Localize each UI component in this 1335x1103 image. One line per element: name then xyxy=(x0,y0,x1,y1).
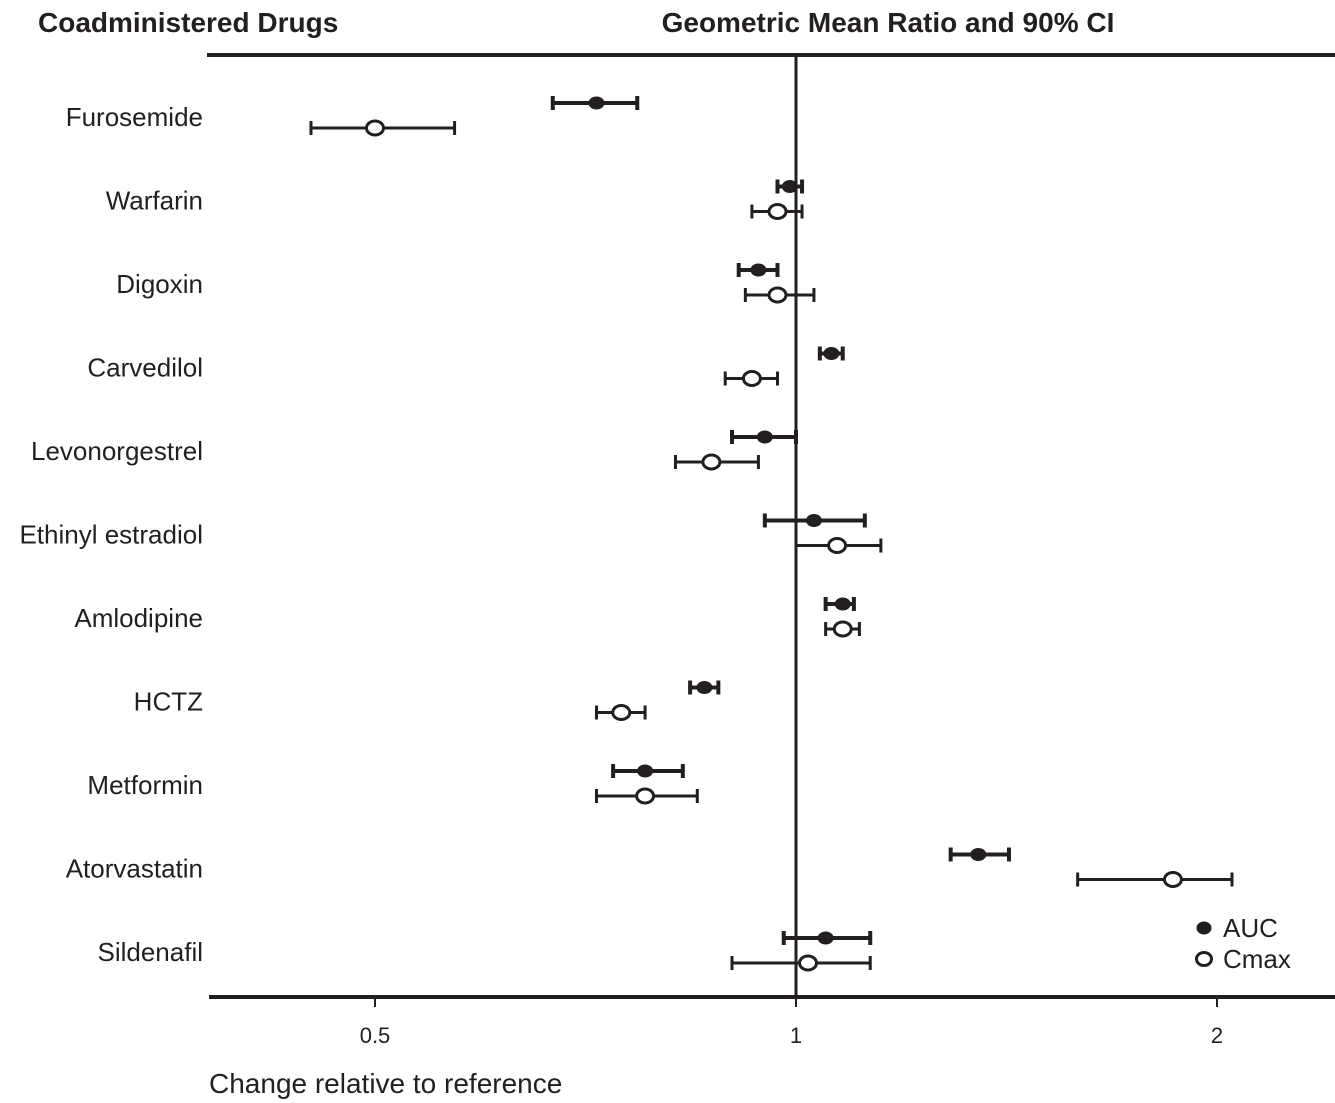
x-axis-label: Change relative to reference xyxy=(209,1068,562,1099)
x-tick-label: 2 xyxy=(1211,1023,1223,1048)
drugs-column-header: Coadministered Drugs xyxy=(38,7,338,38)
auc-point xyxy=(805,514,822,527)
cmax-point xyxy=(798,954,819,972)
auc-point xyxy=(588,96,605,110)
drug-label: HCTZ xyxy=(134,687,203,717)
cmax-point xyxy=(635,787,656,805)
drug-label: Ethinyl estradiol xyxy=(19,520,203,550)
auc-point xyxy=(781,180,798,193)
legend-cmax-label: Cmax xyxy=(1223,944,1291,974)
auc-point xyxy=(834,597,851,611)
auc-point xyxy=(637,764,654,778)
cmax-point xyxy=(741,370,762,387)
drug-label: Warfarin xyxy=(106,186,203,216)
cmax-point xyxy=(611,704,632,721)
auc-point xyxy=(817,931,834,945)
drug-label: Metformin xyxy=(87,770,203,800)
auc-point xyxy=(970,848,987,861)
cmax-point xyxy=(827,537,848,554)
drug-label: Carvedilol xyxy=(87,353,203,383)
auc-point xyxy=(823,347,840,360)
legend-auc-marker xyxy=(1196,921,1212,935)
drug-label: Amlodipine xyxy=(74,603,203,633)
cmax-point xyxy=(1162,871,1183,888)
cmax-point xyxy=(767,203,788,220)
cmax-point xyxy=(767,286,788,304)
drug-label: Levonorgestrel xyxy=(31,436,203,466)
auc-point xyxy=(696,681,713,694)
drug-label: Sildenafil xyxy=(97,937,203,967)
x-tick-label: 0.5 xyxy=(360,1023,391,1048)
cmax-point xyxy=(365,119,385,137)
gmr-column-header: Geometric Mean Ratio and 90% CI xyxy=(662,7,1115,38)
auc-point xyxy=(750,263,767,277)
drug-label: Digoxin xyxy=(116,269,203,299)
cmax-point xyxy=(701,453,722,471)
legend-cmax-marker xyxy=(1195,951,1213,967)
drug-label: Atorvastatin xyxy=(66,854,203,884)
auc-point xyxy=(756,430,773,444)
legend-auc-label: AUC xyxy=(1223,913,1278,943)
drug-label: Furosemide xyxy=(66,102,203,132)
cmax-point xyxy=(832,620,853,638)
x-tick-label: 1 xyxy=(790,1023,802,1048)
